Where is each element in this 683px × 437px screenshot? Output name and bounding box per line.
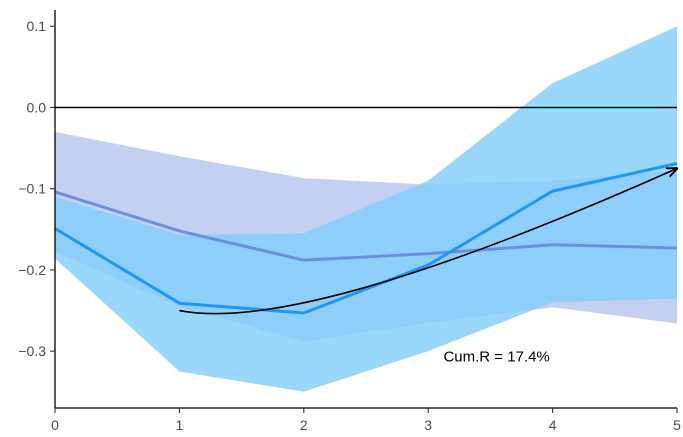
cumulative-arrow <box>179 168 677 315</box>
x-tick-label: 2 <box>300 417 308 433</box>
x-tick-label: 5 <box>673 417 681 433</box>
series-lines <box>54 162 678 315</box>
y-tick-label: −0.1 <box>18 181 46 197</box>
y-tick-label: −0.3 <box>18 343 46 359</box>
x-tick-label: 3 <box>424 417 432 433</box>
axes: 0.1 0.0 −0.1 −0.2 −0.3 0 1 2 3 4 5 <box>18 10 681 433</box>
cumulative-return-label: Cum.R = 17.4% <box>443 349 549 366</box>
confidence-band-2 <box>55 26 677 392</box>
y-tick-label: 0.0 <box>27 99 47 115</box>
y-tick-label: −0.2 <box>18 262 46 278</box>
y-tick-label: 0.1 <box>27 18 47 34</box>
series-line-1 <box>54 190 678 262</box>
series-line-2 <box>54 162 678 315</box>
confidence-bands <box>55 26 677 392</box>
annotation-group: Cum.R = 17.4% <box>179 168 677 366</box>
x-tick-label: 4 <box>549 417 557 433</box>
x-tick-label: 0 <box>51 417 59 433</box>
x-tick-label: 1 <box>176 417 184 433</box>
